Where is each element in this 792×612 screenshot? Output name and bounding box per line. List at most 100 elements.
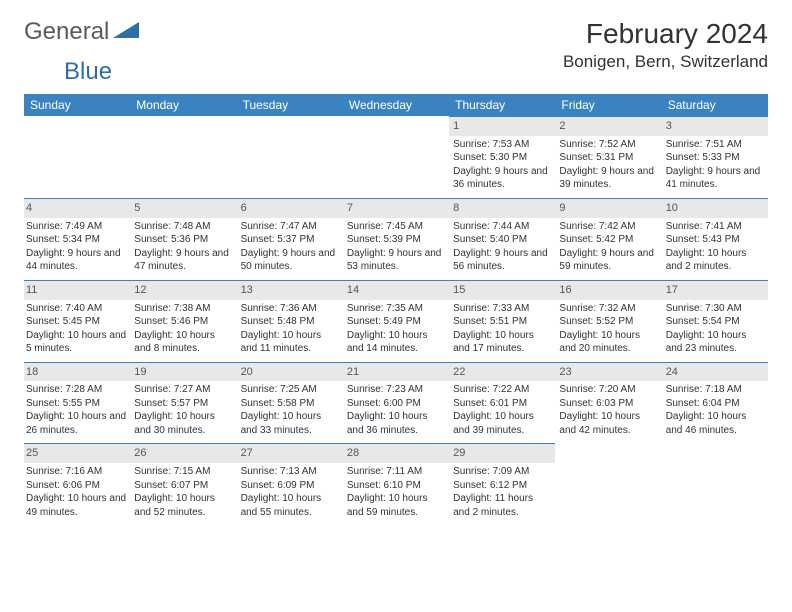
sunrise-line: Sunrise: 7:36 AM [241,302,339,316]
day-cell: 13 Sunrise: 7:36 AMSunset: 5:48 PMDayligh… [237,280,343,362]
daylight-line: Daylight: 10 hours and 42 minutes. [559,410,657,437]
day-number: 20 [237,362,343,382]
daylight-line: Daylight: 10 hours and 5 minutes. [26,329,126,356]
day-number: 10 [662,198,768,218]
day-cell: 6Sunrise: 7:47 AMSunset: 5:37 PMDaylight… [237,198,343,280]
daylight-line: Daylight: 10 hours and 8 minutes. [134,329,232,356]
daylight-line: Daylight: 9 hours and 41 minutes. [666,165,764,192]
day-number: 8 [449,198,555,218]
day-cell: 20Sunrise: 7:25 AMSunset: 5:58 PMDayligh… [237,362,343,444]
daylight-line: Daylight: 10 hours and 23 minutes. [666,329,764,356]
day-cell: 29Sunrise: 7:09 AMSunset: 6:12 PMDayligh… [449,443,555,525]
day-cell: 7Sunrise: 7:45 AMSunset: 5:39 PMDaylight… [343,198,449,280]
daylight-line: Daylight: 10 hours and 55 minutes. [241,492,339,519]
day-cell: 21Sunrise: 7:23 AMSunset: 6:00 PMDayligh… [343,362,449,444]
weekday-header: Monday [130,94,236,116]
sunset-line: Sunset: 6:01 PM [453,397,551,411]
sunrise-line: Sunrise: 7:45 AM [347,220,445,234]
day-number: 12 [130,280,236,300]
week-row: 18Sunrise: 7:28 AMSunset: 5:55 PMDayligh… [24,362,768,444]
day-cell: 22Sunrise: 7:22 AMSunset: 6:01 PMDayligh… [449,362,555,444]
day-body: Sunrise: 7:16 AMSunset: 6:06 PMDaylight:… [24,463,130,525]
weekday-header: Thursday [449,94,555,116]
day-number: 13 [237,280,343,300]
day-body: Sunrise: 7:42 AMSunset: 5:42 PMDaylight:… [555,218,661,280]
weekday-header-row: SundayMondayTuesdayWednesdayThursdayFrid… [24,94,768,116]
sunset-line: Sunset: 5:45 PM [26,315,126,329]
daylight-line: Daylight: 9 hours and 59 minutes. [559,247,657,274]
day-number: 21 [343,362,449,382]
day-body: Sunrise: 7:33 AMSunset: 5:51 PMDaylight:… [449,300,555,362]
day-body: Sunrise: 7:45 AMSunset: 5:39 PMDaylight:… [343,218,449,280]
day-number: 2 [555,116,661,136]
sunset-line: Sunset: 6:09 PM [241,479,339,493]
weekday-header: Sunday [24,94,130,116]
sunset-line: Sunset: 6:12 PM [453,479,551,493]
week-row: 11Sunrise: 7:40 AMSunset: 5:45 PMDayligh… [24,280,768,362]
day-cell [662,443,768,525]
day-cell: . [237,116,343,198]
sunset-line: Sunset: 5:46 PM [134,315,232,329]
day-cell: 8Sunrise: 7:44 AMSunset: 5:40 PMDaylight… [449,198,555,280]
day-number: 22 [449,362,555,382]
sunset-line: Sunset: 5:31 PM [559,151,657,165]
day-body: Sunrise: 7:20 AMSunset: 6:03 PMDaylight:… [555,381,661,443]
day-cell: 3Sunrise: 7:51 AMSunset: 5:33 PMDaylight… [662,116,768,198]
sunset-line: Sunset: 6:10 PM [347,479,445,493]
day-number: 6 [237,198,343,218]
day-cell: 5Sunrise: 7:48 AMSunset: 5:36 PMDaylight… [130,198,236,280]
sunrise-line: Sunrise: 7:27 AM [134,383,232,397]
day-number: 9 [555,198,661,218]
daylight-line: Daylight: 9 hours and 53 minutes. [347,247,445,274]
day-cell: . [343,116,449,198]
sunrise-line: Sunrise: 7:41 AM [666,220,764,234]
sunrise-line: Sunrise: 7:28 AM [26,383,126,397]
day-body: Sunrise: 7:18 AMSunset: 6:04 PMDaylight:… [662,381,768,443]
sunrise-line: Sunrise: 7:52 AM [559,138,657,152]
day-body: Sunrise: 7:15 AMSunset: 6:07 PMDaylight:… [130,463,236,525]
sunset-line: Sunset: 5:55 PM [26,397,126,411]
sunrise-line: Sunrise: 7:35 AM [347,302,445,316]
logo: General [24,18,141,46]
sunset-line: Sunset: 5:48 PM [241,315,339,329]
sunset-line: Sunset: 5:30 PM [453,151,551,165]
sunrise-line: Sunrise: 7:22 AM [453,383,551,397]
sunrise-line: Sunrise: 7:13 AM [241,465,339,479]
sunset-line: Sunset: 5:57 PM [134,397,232,411]
sunset-line: Sunset: 6:03 PM [559,397,657,411]
logo-text-blue: Blue [64,58,112,85]
day-body: Sunrise: 7:38 AMSunset: 5:46 PMDaylight:… [130,300,236,362]
daylight-line: Daylight: 10 hours and 39 minutes. [453,410,551,437]
day-body: Sunrise: 7:09 AMSunset: 6:12 PMDaylight:… [449,463,555,525]
sunset-line: Sunset: 5:52 PM [559,315,657,329]
day-number: 17 [662,280,768,300]
sunset-line: Sunset: 5:51 PM [453,315,551,329]
daylight-line: Daylight: 9 hours and 39 minutes. [559,165,657,192]
sunset-line: Sunset: 6:07 PM [134,479,232,493]
day-cell: 12Sunrise: 7:38 AMSunset: 5:46 PMDayligh… [130,280,236,362]
daylight-line: Daylight: 10 hours and 52 minutes. [134,492,232,519]
sunrise-line: Sunrise: 7:44 AM [453,220,551,234]
daylight-line: Daylight: 10 hours and 11 minutes. [241,329,339,356]
day-cell: 28Sunrise: 7:11 AMSunset: 6:10 PMDayligh… [343,443,449,525]
day-cell: 9Sunrise: 7:42 AMSunset: 5:42 PMDaylight… [555,198,661,280]
day-body: Sunrise: 7:48 AMSunset: 5:36 PMDaylight:… [130,218,236,280]
day-cell: 11Sunrise: 7:40 AMSunset: 5:45 PMDayligh… [24,280,130,362]
day-cell: 26Sunrise: 7:15 AMSunset: 6:07 PMDayligh… [130,443,236,525]
day-number: 27 [237,443,343,463]
weekday-header: Friday [555,94,661,116]
day-cell: 23Sunrise: 7:20 AMSunset: 6:03 PMDayligh… [555,362,661,444]
day-number: 5 [130,198,236,218]
day-body: Sunrise: 7:27 AMSunset: 5:57 PMDaylight:… [130,381,236,443]
daylight-line: Daylight: 9 hours and 47 minutes. [134,247,232,274]
calendar-body: . . . . 1Sunrise: 7:53 AMSunset: 5:30 PM… [24,116,768,525]
daylight-line: Daylight: 10 hours and 59 minutes. [347,492,445,519]
sunrise-line: Sunrise: 7:47 AM [241,220,339,234]
calendar-table: SundayMondayTuesdayWednesdayThursdayFrid… [24,94,768,525]
day-body: Sunrise: 7:28 AMSunset: 5:55 PMDaylight:… [24,381,130,443]
day-cell: 27 Sunrise: 7:13 AMSunset: 6:09 PMDayligh… [237,443,343,525]
day-cell: 10Sunrise: 7:41 AMSunset: 5:43 PMDayligh… [662,198,768,280]
sunset-line: Sunset: 5:39 PM [347,233,445,247]
daylight-line: Daylight: 10 hours and 33 minutes. [241,410,339,437]
daylight-line: Daylight: 9 hours and 36 minutes. [453,165,551,192]
